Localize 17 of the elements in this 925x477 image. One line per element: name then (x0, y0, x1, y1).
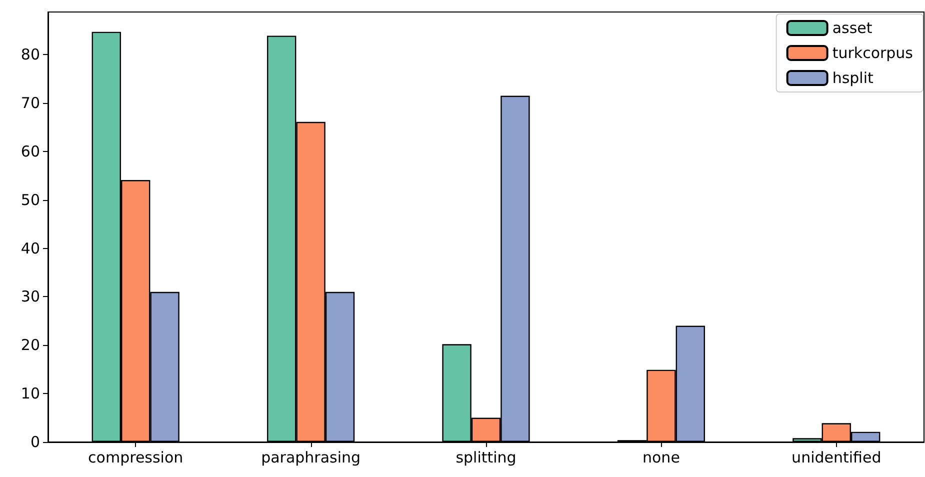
y-tick-label: 70 (20, 94, 40, 112)
legend-label: asset (832, 19, 872, 37)
legend-label: turkcorpus (832, 44, 914, 62)
legend-label: hsplit (832, 69, 874, 87)
y-tick-label: 30 (20, 288, 40, 306)
y-tick-label: 60 (20, 142, 40, 160)
y-tick-label: 80 (20, 46, 40, 64)
y-tick-label: 0 (30, 433, 40, 451)
x-tick-label: paraphrasing (261, 448, 361, 466)
x-tick-label: unidentified (792, 448, 882, 466)
x-tick-label: splitting (456, 448, 516, 466)
x-tick-label: compression (88, 448, 184, 466)
y-tick-label: 10 (20, 384, 40, 403)
y-tick-label: 40 (20, 239, 40, 258)
y-tick-label: 20 (20, 336, 40, 354)
y-tick-label: 50 (20, 190, 40, 209)
x-tick-label: none (642, 448, 680, 466)
